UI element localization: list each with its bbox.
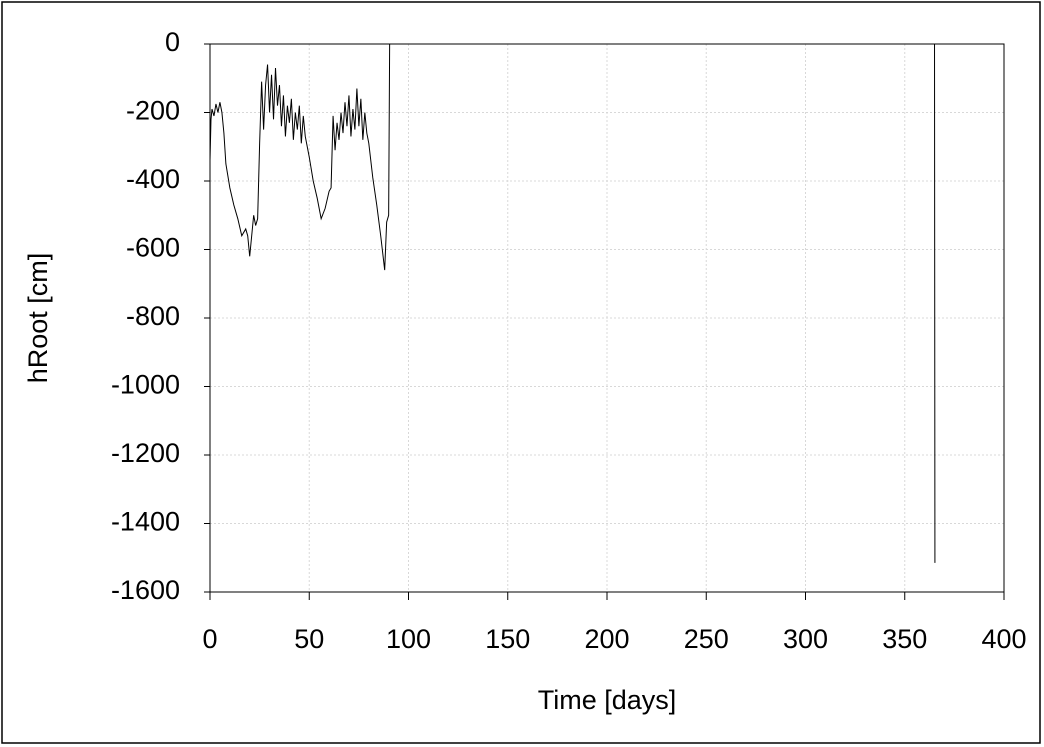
x-tick-label: 0 [202,624,217,654]
data-line [209,43,936,563]
x-axis-label: Time [days] [538,685,677,715]
y-tick-label: -1200 [111,438,180,468]
x-tick-label: 250 [684,624,729,654]
y-axis-label: hRoot [cm] [23,253,53,384]
x-tick-label: 150 [485,624,530,654]
y-tick-label: -1000 [111,370,180,400]
y-tick-label: -1600 [111,575,180,605]
x-tick-label: 200 [584,624,629,654]
x-tick-label: 100 [386,624,431,654]
y-tick-label: -800 [126,301,180,331]
y-tick-label: -200 [126,96,180,126]
y-tick-label: -400 [126,164,180,194]
x-tick-label: 300 [783,624,828,654]
x-tick-label: 350 [882,624,927,654]
y-tick-label: 0 [165,27,180,57]
y-tick-label: -600 [126,233,180,263]
y-tick-label: -1400 [111,507,180,537]
x-tick-label: 400 [981,624,1026,654]
x-tick-label: 50 [294,624,324,654]
